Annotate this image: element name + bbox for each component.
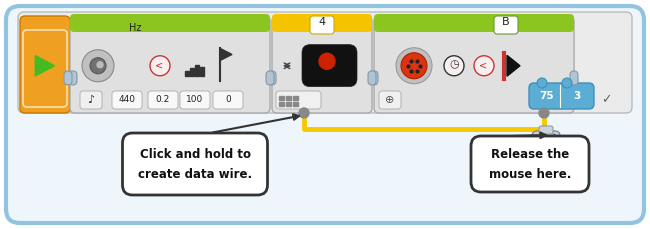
FancyBboxPatch shape [379, 91, 401, 109]
FancyBboxPatch shape [6, 6, 644, 223]
Bar [279, 102, 284, 106]
FancyBboxPatch shape [180, 91, 210, 109]
Circle shape [319, 53, 335, 69]
Circle shape [396, 48, 432, 84]
Text: 4: 4 [318, 17, 326, 27]
Circle shape [97, 62, 103, 68]
Text: Release the
mouse here.: Release the mouse here. [489, 147, 571, 180]
FancyBboxPatch shape [70, 14, 270, 32]
FancyBboxPatch shape [20, 16, 70, 113]
FancyBboxPatch shape [494, 16, 518, 34]
FancyBboxPatch shape [64, 71, 72, 85]
Text: Hz: Hz [129, 23, 141, 33]
FancyBboxPatch shape [302, 45, 357, 87]
Text: 0: 0 [225, 95, 231, 104]
FancyBboxPatch shape [374, 16, 574, 113]
Polygon shape [35, 56, 55, 76]
Text: 3: 3 [573, 91, 580, 101]
FancyBboxPatch shape [276, 91, 321, 109]
Text: <: < [155, 61, 163, 71]
Text: B: B [502, 17, 510, 27]
FancyBboxPatch shape [370, 71, 378, 85]
FancyBboxPatch shape [570, 71, 578, 85]
Text: ◷: ◷ [449, 60, 459, 70]
FancyBboxPatch shape [80, 91, 102, 109]
FancyBboxPatch shape [112, 91, 142, 109]
FancyBboxPatch shape [18, 12, 632, 113]
Polygon shape [507, 55, 520, 76]
Bar [286, 96, 291, 100]
Bar [293, 102, 298, 106]
Text: 100: 100 [187, 95, 203, 104]
Bar [195, 65, 199, 76]
Circle shape [474, 56, 494, 76]
Circle shape [299, 108, 309, 118]
FancyBboxPatch shape [310, 16, 334, 34]
FancyBboxPatch shape [368, 71, 376, 85]
Text: 75: 75 [540, 91, 554, 101]
Text: <: < [479, 61, 487, 71]
Text: Click and hold to
create data wire.: Click and hold to create data wire. [138, 147, 252, 180]
Circle shape [537, 78, 547, 88]
FancyBboxPatch shape [268, 71, 276, 85]
FancyBboxPatch shape [70, 16, 270, 113]
Bar [279, 96, 284, 100]
Circle shape [150, 56, 170, 76]
Text: ♪: ♪ [88, 95, 94, 105]
Text: ✓: ✓ [601, 93, 611, 106]
FancyBboxPatch shape [471, 136, 589, 192]
FancyBboxPatch shape [272, 14, 372, 32]
Text: ⊕: ⊕ [385, 95, 395, 105]
FancyBboxPatch shape [374, 14, 574, 32]
Circle shape [539, 108, 549, 118]
Text: 440: 440 [118, 95, 135, 104]
Circle shape [562, 78, 572, 88]
FancyBboxPatch shape [122, 133, 268, 195]
Bar [200, 67, 204, 76]
FancyBboxPatch shape [532, 131, 560, 167]
FancyBboxPatch shape [148, 91, 178, 109]
Polygon shape [220, 48, 232, 60]
Bar [293, 96, 298, 100]
Circle shape [82, 50, 114, 82]
FancyBboxPatch shape [539, 126, 553, 134]
Bar [190, 68, 194, 76]
Bar [185, 71, 189, 76]
FancyBboxPatch shape [266, 71, 274, 85]
FancyBboxPatch shape [272, 16, 372, 113]
Circle shape [90, 58, 106, 74]
Polygon shape [552, 134, 564, 156]
Bar [286, 102, 291, 106]
FancyBboxPatch shape [529, 83, 594, 109]
FancyBboxPatch shape [213, 91, 243, 109]
FancyBboxPatch shape [69, 71, 77, 85]
Text: 0.2: 0.2 [156, 95, 170, 104]
Circle shape [444, 56, 464, 76]
Circle shape [401, 53, 427, 79]
